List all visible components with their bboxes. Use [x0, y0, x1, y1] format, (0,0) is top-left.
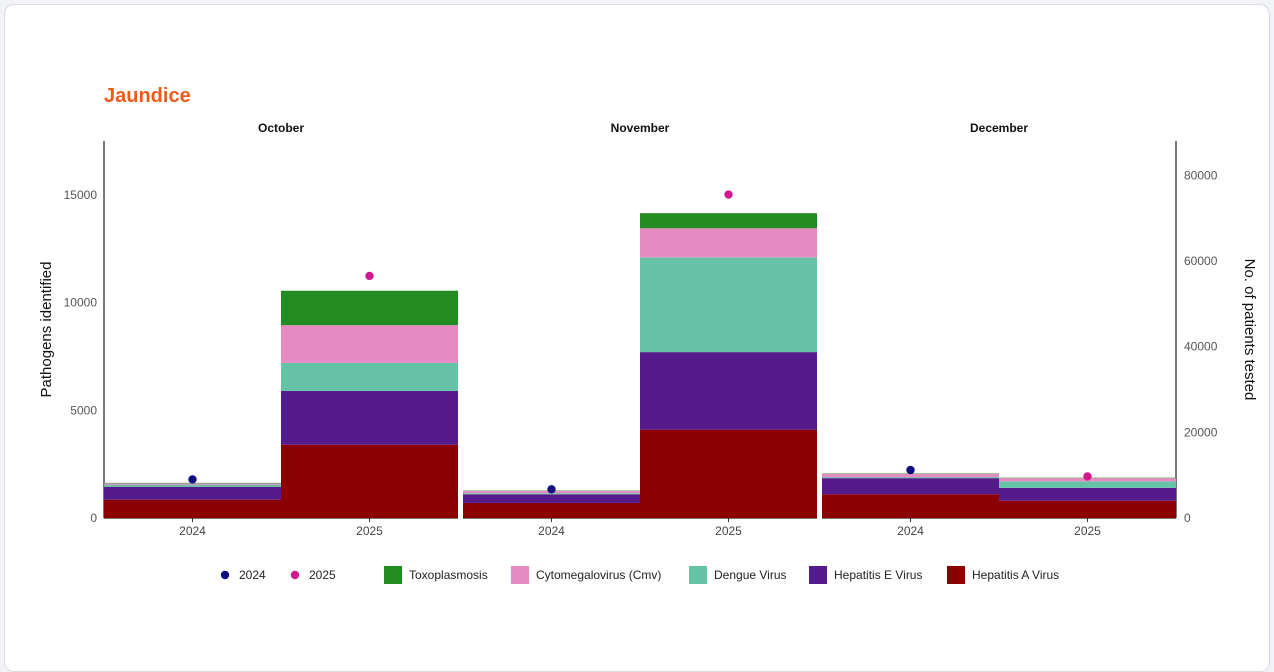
bar-segment-hepatitis-a-virus [822, 494, 999, 518]
legend-label: Toxoplasmosis [409, 568, 488, 582]
bar-segment-dengue-virus [281, 363, 458, 391]
x-tick-label: 2025 [1074, 524, 1101, 538]
faceted-stacked-bar-chart: 0 5000 10000 15000 Pathogens identified 0 2000… [5, 5, 1269, 671]
bar-segment-hepatitis-a-virus [999, 501, 1176, 518]
legend-swatch [384, 566, 402, 584]
legend-label: Hepatitis E Virus [834, 568, 922, 582]
legend-label: 2024 [239, 568, 266, 582]
facet-label-november: November [611, 121, 670, 135]
left-y-tick-label: 5000 [70, 403, 97, 417]
bar-segment-hepatitis-a-virus [104, 500, 281, 518]
legend-swatch [511, 566, 529, 584]
left-y-tick-label: 0 [90, 511, 97, 525]
bar-segment-dengue-virus [822, 477, 999, 478]
left-y-axis-title: Pathogens identified [38, 262, 55, 398]
patients-tested-point-2024 [547, 485, 555, 493]
legend-label: Hepatitis A Virus [972, 568, 1059, 582]
right-y-tick-label: 20000 [1184, 425, 1218, 439]
legend-label: Cytomegalovirus (Cmv) [536, 568, 661, 582]
bar-segment-hepatitis-a-virus [463, 503, 640, 518]
x-tick-label: 2025 [356, 524, 383, 538]
bar-segment-hepatitis-e-virus [463, 494, 640, 503]
bar-segment-toxoplasmosis [281, 291, 458, 325]
left-y-tick-label: 10000 [64, 296, 98, 310]
bar-segment-dengue-virus [104, 485, 281, 487]
facet-label-october: October [258, 121, 304, 135]
right-y-tick-label: 0 [1184, 511, 1191, 525]
patients-tested-point-2025 [1083, 472, 1091, 480]
legend-swatch [689, 566, 707, 584]
legend-swatch [809, 566, 827, 584]
legend-label: Dengue Virus [714, 568, 787, 582]
patients-tested-point-2024 [188, 475, 196, 483]
right-y-tick-label: 40000 [1184, 340, 1218, 354]
bar-segment-cytomegalovirus-cmv [640, 228, 817, 257]
bar-segment-dengue-virus [999, 481, 1176, 487]
patients-tested-point-2024 [906, 466, 914, 474]
bar-segment-hepatitis-e-virus [640, 352, 817, 430]
bar-segment-hepatitis-e-virus [999, 488, 1176, 501]
bar-segment-hepatitis-e-virus [104, 487, 281, 500]
x-tick-label: 2024 [179, 524, 206, 538]
patients-tested-point-2025 [365, 272, 373, 280]
legend-label: 2025 [309, 568, 336, 582]
right-y-tick-label: 80000 [1184, 168, 1218, 182]
bar-segment-hepatitis-e-virus [822, 478, 999, 494]
x-tick-label: 2024 [538, 524, 565, 538]
legend-swatch [947, 566, 965, 584]
bar-segment-toxoplasmosis [640, 213, 817, 228]
bar-segment-hepatitis-a-virus [281, 445, 458, 518]
right-y-tick-label: 60000 [1184, 254, 1218, 268]
facet-label-december: December [970, 121, 1028, 135]
bar-segment-hepatitis-e-virus [281, 391, 458, 445]
legend-marker-2025 [291, 571, 299, 579]
legend-marker-2024 [221, 571, 229, 579]
x-tick-label: 2024 [897, 524, 924, 538]
bar-segment-cytomegalovirus-cmv [822, 474, 999, 477]
bar-segment-cytomegalovirus-cmv [281, 325, 458, 363]
bar-segment-dengue-virus [640, 257, 817, 352]
x-tick-label: 2025 [715, 524, 742, 538]
bar-segment-hepatitis-a-virus [640, 430, 817, 518]
right-y-axis-title: No. of patients tested [1241, 259, 1258, 401]
patients-tested-point-2025 [724, 190, 732, 198]
left-y-tick-label: 15000 [64, 188, 98, 202]
